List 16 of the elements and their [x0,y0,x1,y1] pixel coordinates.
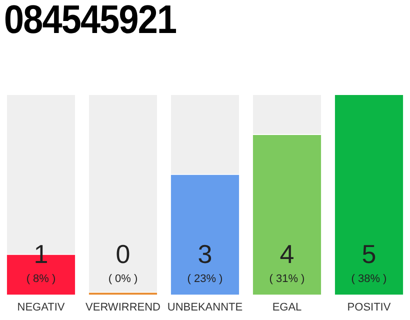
annotation: ( 23% ) [187,273,223,285]
bar [334,95,404,295]
data-label: 3 [198,239,212,269]
data-label: 4 [280,239,294,269]
annotation: ( 38% ) [351,273,387,285]
x-tick-label: EGAL [272,301,302,314]
x-tick-label: UNBEKANNTE [167,301,243,314]
x-tick-label: VERWIRREND [86,301,161,314]
annotation: ( 31% ) [269,273,305,285]
data-label: 0 [116,239,130,269]
annotation: ( 8% ) [26,273,56,285]
x-tick-label: NEGATIV [17,301,66,314]
annotation: ( 0% ) [108,273,138,285]
data-label: 5 [362,239,376,269]
x-tick-label: POSITIV [347,301,392,314]
chart-title: 084545921 [4,0,176,43]
